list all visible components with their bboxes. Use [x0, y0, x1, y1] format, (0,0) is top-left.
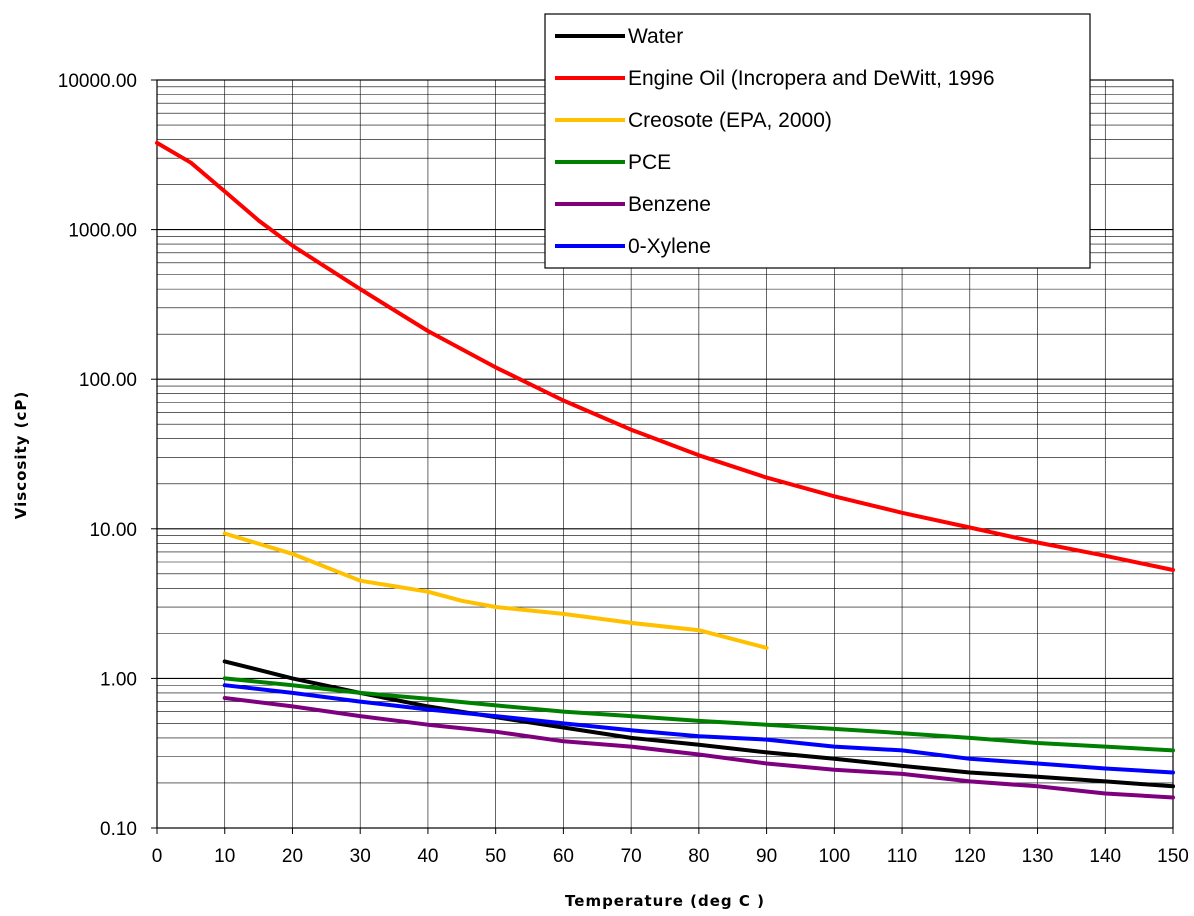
series-line-4 — [222, 696, 1175, 800]
x-tick-label: 80 — [688, 846, 709, 867]
x-tick-label: 20 — [282, 846, 303, 867]
x-tick-label: 60 — [553, 846, 574, 867]
y-axis-ticks: 0.10 1.00 10.00 100.00 1000.00 10000.00 — [58, 71, 157, 840]
legend-label: Benzene — [628, 193, 711, 216]
x-tick-label: 140 — [1089, 846, 1121, 867]
series-line-2 — [222, 531, 769, 650]
y-tick-label: 10000.00 — [58, 71, 137, 92]
series-line-1 — [155, 140, 1175, 572]
x-tick-label: 150 — [1157, 846, 1189, 867]
x-tick-label: 0 — [152, 846, 163, 867]
x-axis-ticks: 0 10 20 30 40 50 60 70 80 90 100 110 120 130 140 150 — [152, 828, 1189, 867]
legend-box — [544, 13, 1091, 269]
y-tick-label: 10.00 — [89, 520, 137, 541]
x-tick-label: 110 — [887, 846, 917, 867]
x-tick-label: 30 — [350, 846, 371, 867]
y-tick-label: 1000.00 — [68, 221, 137, 242]
legend-label: 0-Xylene — [628, 235, 711, 258]
legend-label: Water — [628, 25, 683, 48]
series-layer — [155, 140, 1175, 800]
legend: Water Engine Oil (Incropera and DeWitt, 1… — [544, 13, 1091, 269]
legend-label: Creosote (EPA, 2000) — [628, 109, 832, 132]
x-tick-label: 10 — [214, 846, 235, 867]
y-axis-title: Viscosity (cP) — [12, 391, 30, 519]
x-tick-label: 40 — [417, 846, 438, 867]
x-tick-label: 120 — [954, 846, 986, 867]
x-axis-title: Temperature (deg C ) — [565, 892, 765, 910]
y-tick-label: 0.10 — [100, 819, 137, 840]
y-tick-label: 100.00 — [79, 370, 137, 391]
x-tick-label: 50 — [485, 846, 506, 867]
legend-label: PCE — [628, 151, 671, 174]
y-tick-label: 1.00 — [100, 669, 137, 690]
series-line-5 — [222, 683, 1175, 775]
x-tick-label: 90 — [756, 846, 777, 867]
x-tick-label: 130 — [1022, 846, 1054, 867]
series-line-0 — [222, 659, 1175, 789]
x-tick-label: 100 — [818, 846, 850, 867]
legend-label: Engine Oil (Incropera and DeWitt, 1996 — [628, 67, 995, 90]
x-tick-label: 70 — [621, 846, 642, 867]
series-line-3 — [222, 676, 1175, 753]
